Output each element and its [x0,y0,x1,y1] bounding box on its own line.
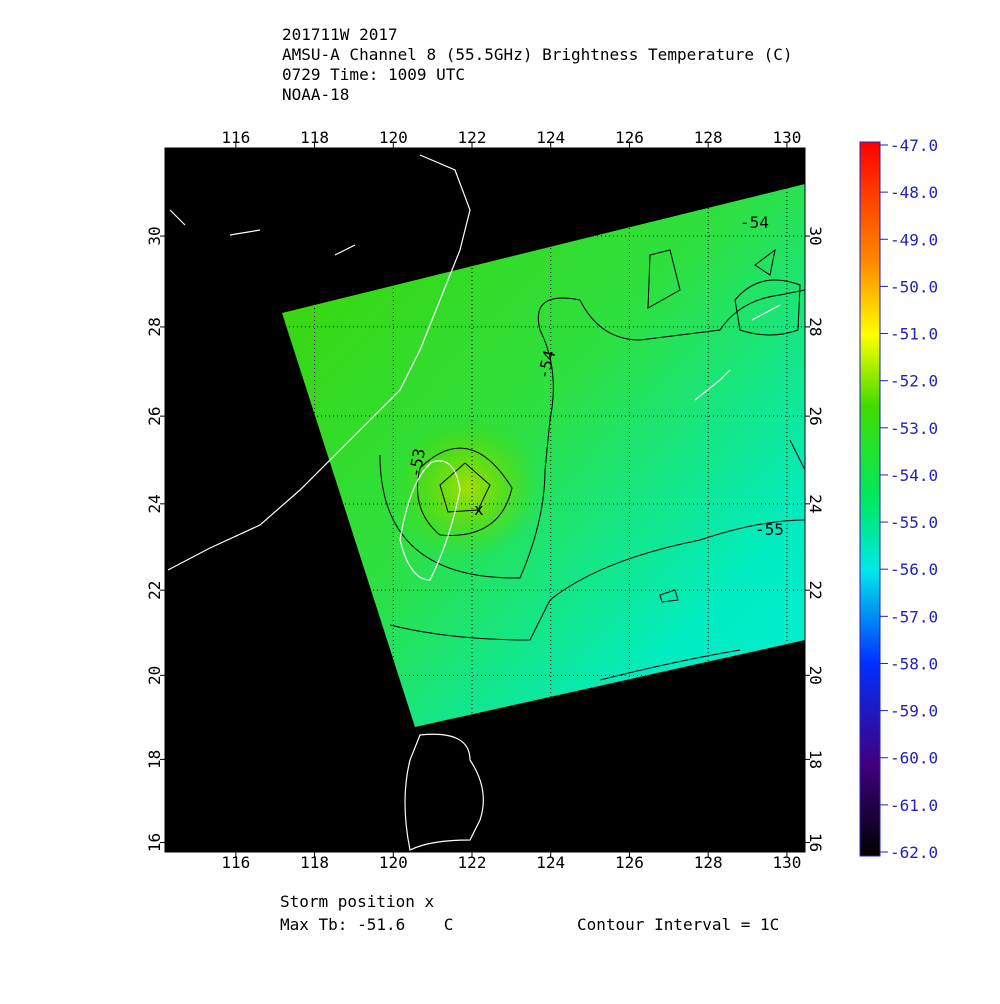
lat-tick-label: 28 [806,317,825,336]
lat-tick-label: 20 [145,666,164,685]
lon-tick-label: 126 [615,128,644,147]
title-line: NOAA-18 [282,85,349,104]
contour-label: -53 [405,447,429,479]
colorbar-tick-label: -49.0 [890,230,938,249]
coastline [167,154,471,571]
lon-tick-label: 120 [379,853,408,872]
colorbar-tick-label: -52.0 [890,372,938,391]
lon-tick-label: 122 [458,128,487,147]
contour [599,649,741,681]
lat-tick-label: 16 [145,833,164,852]
colorbar-tick-label: -53.0 [890,419,938,438]
colorbar-tick-label: -62.0 [890,843,938,862]
lat-tick-label: 24 [806,494,825,513]
contour [734,279,801,336]
lon-tick-label: 126 [615,853,644,872]
lat-tick-label: 22 [145,581,164,600]
colorbar-tick-label: -59.0 [890,702,938,721]
lon-tick-label: 116 [221,853,250,872]
lon-tick-label: 130 [772,853,801,872]
lat-tick-label: 16 [806,833,825,852]
map-frame [164,147,806,853]
colorbar-tick-label: -54.0 [890,466,938,485]
contour-interval: Contour Interval = 1C [577,915,779,934]
title-line: 0729 Time: 1009 UTC [282,65,465,84]
colorbar-tick-label: -58.0 [890,654,938,673]
lon-tick-label: 122 [458,853,487,872]
lon-tick-label: 116 [221,128,250,147]
contour-label: -54 [740,213,769,232]
storm-position-note: Storm position x [280,892,434,911]
coastline [694,369,731,401]
coastlines [167,154,781,851]
swath [282,184,805,727]
coastline [399,460,461,581]
lat-tick-label: 30 [145,226,164,245]
lat-tick-label: 24 [145,494,164,513]
contour [754,248,776,276]
lon-tick-label: 128 [694,128,723,147]
colorbar-ramp [859,141,881,857]
lat-tick-label: 30 [806,226,825,245]
coastline [404,733,484,851]
colorbar-tick-label: -47.0 [890,136,938,155]
colorbar-tick-label: -61.0 [890,796,938,815]
colorbar-tick-label: -50.0 [890,277,938,296]
lon-tick-label: 124 [536,128,565,147]
lat-tick-label: 18 [145,750,164,769]
contours [379,248,805,681]
lat-tick-label: 28 [145,317,164,336]
lat-tick-label: 20 [806,666,825,685]
lon-tick-label: 130 [772,128,801,147]
lon-tick-label: 118 [300,128,329,147]
contour [647,249,681,309]
contour [379,289,805,579]
warm-core [393,418,543,558]
title-line: AMSU-A Channel 8 (55.5GHz) Brightness Te… [282,45,793,64]
lat-tick-label: 18 [806,750,825,769]
storm-position-marker: x [474,500,484,519]
contour [439,462,491,513]
colorbar-tick-label: -48.0 [890,183,938,202]
colorbar-tick-label: -51.0 [890,325,938,344]
contour [389,519,805,641]
lon-tick-label: 118 [300,853,329,872]
max-tb: Max Tb: -51.6 C [280,915,453,934]
coastline [169,209,356,256]
contour [417,447,513,536]
title-line: 201711W 2017 [282,25,398,44]
lat-tick-label: 26 [806,407,825,426]
colorbar: -47.0 -48.0 -49.0 -50.0 -51.0 -52.0 -53.0 -54.0… [859,136,938,862]
colorbar-tick-label: -60.0 [890,749,938,768]
lon-tick-label: 120 [379,128,408,147]
colorbar-tick-label: -55.0 [890,513,938,532]
contour-label: -55 [755,520,784,539]
lon-tick-label: 124 [536,853,565,872]
lon-tick-label: 128 [694,853,723,872]
map-layer: x -54 -54 -55 -53 [165,148,805,852]
lat-tick-label: 22 [806,581,825,600]
coastline [751,304,781,321]
contour [659,589,679,603]
colorbar-tick-label: -57.0 [890,607,938,626]
contour [789,439,805,471]
axes: 116 116 118 118 120 120 122 122 124 124 126 126 128 1… [145,128,825,872]
colorbar-tick-label: -56.0 [890,560,938,579]
lat-tick-label: 26 [145,407,164,426]
